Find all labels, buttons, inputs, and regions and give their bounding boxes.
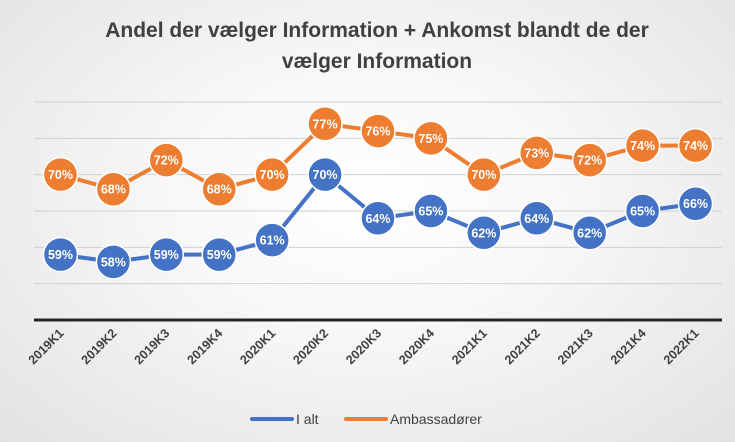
- data-point[interactable]: [624, 127, 661, 164]
- legend-label-ambassadoerer: Ambassadører: [390, 411, 482, 427]
- x-tick-label: 2021K1: [449, 326, 490, 367]
- data-point[interactable]: [254, 222, 290, 258]
- data-label: 76%: [365, 125, 390, 139]
- data-point[interactable]: [519, 135, 555, 171]
- data-point[interactable]: [466, 156, 502, 193]
- data-point[interactable]: [201, 171, 237, 207]
- chart-title-line-1: Andel der vælger Information + Ankomst b…: [105, 19, 649, 42]
- data-point[interactable]: [254, 156, 290, 193]
- chart-title-line-2: vælger Information: [282, 50, 472, 73]
- data-point[interactable]: [466, 215, 502, 251]
- x-tick-label: 2019K3: [132, 326, 173, 367]
- x-tick-label: 2019K4: [184, 326, 225, 367]
- data-label: 66%: [683, 197, 708, 211]
- x-tick-label: 2021K4: [608, 326, 649, 367]
- data-point[interactable]: [148, 142, 185, 178]
- x-tick-label: 2021K3: [555, 326, 596, 367]
- data-label: 59%: [154, 248, 179, 262]
- data-label: 62%: [471, 226, 496, 240]
- data-label: 59%: [48, 248, 73, 262]
- data-label: 65%: [630, 205, 655, 219]
- data-point[interactable]: [148, 236, 185, 273]
- series-1: 70% 68% 72% 68% 70% 77% 76% 75% 70% 73% 72% 74% 74%: [42, 106, 714, 207]
- data-point[interactable]: [413, 120, 449, 157]
- x-tick-label: 2022K1: [661, 326, 702, 367]
- data-point[interactable]: [307, 156, 343, 193]
- data-point[interactable]: [677, 185, 714, 222]
- data-point[interactable]: [413, 193, 449, 229]
- legend-item-i-alt[interactable]: I alt: [250, 411, 319, 427]
- data-point[interactable]: [42, 236, 79, 273]
- data-label: 61%: [260, 234, 285, 248]
- x-tick-label: 2021K2: [502, 326, 543, 367]
- x-tick-label: 2019K2: [79, 326, 120, 367]
- legend: I alt Ambassadører: [250, 411, 482, 427]
- x-axis-ticks: 2019K1 2019K2 2019K3 2019K4 2020K1 2020K2 2020…: [26, 326, 702, 367]
- x-tick-label: 2019K1: [26, 326, 67, 367]
- data-label: 64%: [365, 212, 390, 226]
- data-point[interactable]: [624, 193, 661, 229]
- x-tick-label: 2020K1: [237, 326, 278, 367]
- data-label: 68%: [101, 183, 126, 197]
- data-label: 74%: [683, 139, 708, 153]
- data-label: 74%: [630, 139, 655, 153]
- data-point[interactable]: [677, 127, 714, 164]
- data-label: 73%: [524, 146, 549, 160]
- x-tick-label: 2020K2: [290, 326, 331, 367]
- data-label: 70%: [260, 168, 285, 182]
- data-point[interactable]: [571, 142, 608, 178]
- data-label: 68%: [207, 183, 232, 197]
- data-point[interactable]: [42, 156, 79, 193]
- series-0: 59% 58% 59% 59% 61% 70% 64% 65% 62% 64% 62% 65% 66%: [42, 156, 714, 280]
- data-label: 70%: [313, 168, 338, 182]
- data-label: 72%: [577, 154, 602, 168]
- data-label: 70%: [48, 168, 73, 182]
- data-label: 64%: [524, 212, 549, 226]
- legend-label-i-alt: I alt: [296, 411, 319, 427]
- series-group: 59%58%59% 59%61%70%64%65%62%64%62%65%66%7…: [42, 106, 714, 280]
- legend-item-ambassadoerer[interactable]: Ambassadører: [344, 411, 482, 427]
- data-point[interactable]: [360, 113, 396, 149]
- x-tick-label: 2020K3: [343, 326, 384, 367]
- data-point[interactable]: [201, 236, 237, 273]
- x-tick-label: 2020K4: [396, 326, 437, 367]
- data-point[interactable]: [360, 200, 396, 237]
- data-label: 75%: [418, 132, 443, 146]
- data-label: 72%: [154, 154, 179, 168]
- data-label: 70%: [471, 168, 496, 182]
- data-label: 58%: [101, 255, 126, 269]
- data-label: 65%: [418, 205, 443, 219]
- data-point[interactable]: [95, 171, 132, 207]
- data-label: 59%: [207, 248, 232, 262]
- data-point[interactable]: [571, 215, 608, 251]
- data-point[interactable]: [95, 244, 132, 280]
- data-point[interactable]: [307, 106, 343, 142]
- data-label: 77%: [313, 117, 338, 131]
- data-point[interactable]: [519, 200, 555, 237]
- data-label: 62%: [577, 226, 602, 240]
